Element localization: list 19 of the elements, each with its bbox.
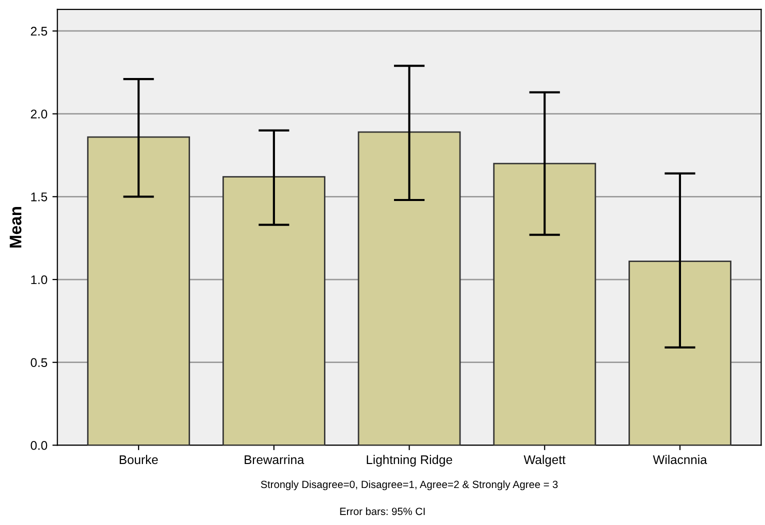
y-tick-label: 1.5: [31, 192, 48, 202]
y-tick-label: 0.5: [30, 358, 48, 368]
text: Error bars: 95% CI: [340, 507, 425, 516]
x-tick-label: Walgett: [524, 454, 566, 467]
bar: [87, 136, 190, 446]
bar: [493, 162, 596, 446]
y-tick-label: 1.0: [31, 275, 48, 284]
x-tick-label: Lightning Ridge: [366, 454, 452, 467]
y-tick-label: 2.0: [30, 110, 48, 118]
y-tick-label: 2.5: [30, 26, 48, 36]
y-tick-label: 0.0: [30, 441, 48, 450]
bar: [358, 131, 461, 446]
x-tick-label: Wilacnnia: [652, 454, 708, 464]
y-axis-title: Mean: [10, 207, 22, 248]
x-axis-title: Strongly Disagree=0, Disagree=1, Agree=2 & Strongly Agree = 3: [260, 480, 558, 490]
bar: [628, 260, 732, 446]
x-tick-label: Brewarrina: [244, 454, 304, 464]
x-tick-label: Bourke: [120, 454, 158, 464]
bar: [222, 176, 326, 446]
